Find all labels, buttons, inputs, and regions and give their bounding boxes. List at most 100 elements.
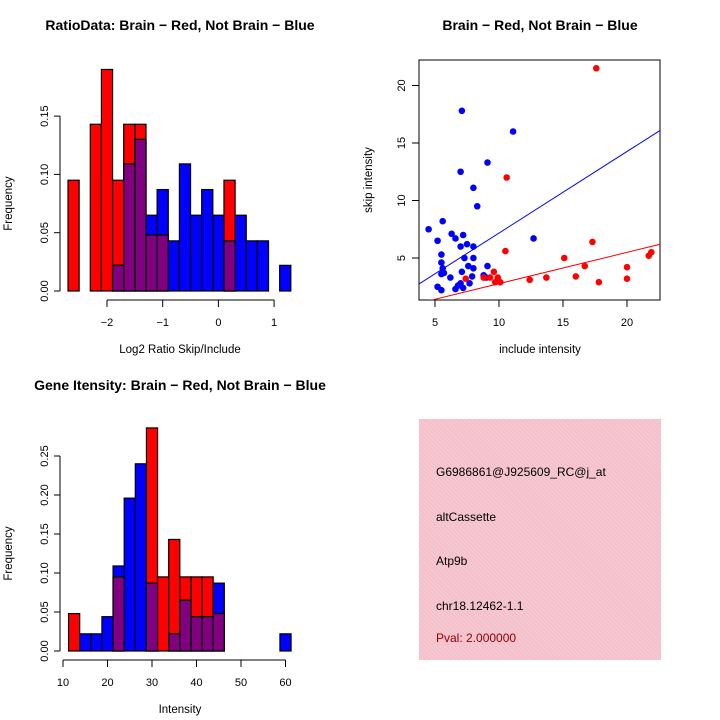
bar-not-brain <box>123 497 136 652</box>
bar-not-brain <box>90 633 103 652</box>
bar-brain <box>100 68 114 292</box>
point-not-brain <box>457 168 464 176</box>
y-tick-label: 0.00 <box>39 280 51 301</box>
x-tick-label: 0 <box>215 317 221 329</box>
point-not-brain <box>470 265 477 272</box>
plot-box <box>418 59 661 301</box>
bar-not-brain <box>189 214 203 292</box>
y-tick-label: 15 <box>396 137 408 149</box>
x-tick-label: −1 <box>156 317 169 329</box>
bar-overlap <box>134 138 147 292</box>
point-not-brain <box>458 107 466 115</box>
y-tick-label: 0.05 <box>39 222 51 243</box>
point-brain <box>462 275 470 283</box>
x-axis-label: include intensity <box>499 344 581 356</box>
point-brain <box>526 276 534 284</box>
point-not-brain <box>463 240 471 248</box>
bar-brain <box>156 576 170 652</box>
bar-not-brain <box>201 188 214 292</box>
point-brain <box>486 274 494 281</box>
point-brain <box>543 274 550 281</box>
point-not-brain <box>473 202 481 210</box>
point-brain <box>503 174 510 181</box>
y-tick-label: 20 <box>396 79 408 91</box>
bar-not-brain <box>234 214 247 292</box>
point-not-brain <box>440 269 448 277</box>
y-tick-label: 0.10 <box>39 164 51 185</box>
location: chr18.12462-1.1 <box>436 599 524 613</box>
point-not-brain <box>461 254 468 262</box>
y-axis-label: Frequency <box>3 176 15 231</box>
info-panel: G6986861@J925609_RC@j_at altCassette Atp… <box>419 419 661 660</box>
point-brain <box>502 247 509 255</box>
point-not-brain <box>434 237 441 245</box>
bar-overlap <box>212 612 225 652</box>
y-axis-label: skip intensity <box>363 147 375 213</box>
bar-brain <box>67 612 81 652</box>
y-axis-label: Frequency <box>3 526 15 581</box>
bar-overlap <box>145 234 158 292</box>
bar-overlap <box>190 616 203 652</box>
point-brain <box>490 268 498 276</box>
point-brain <box>645 252 653 259</box>
bar-overlap <box>156 234 169 292</box>
point-not-brain <box>464 262 472 270</box>
point-brain <box>592 64 600 72</box>
x-tick-label: 5 <box>432 317 438 329</box>
point-not-brain <box>425 225 432 233</box>
bar-overlap <box>179 599 192 652</box>
scatter-marks <box>419 64 660 300</box>
point-not-brain <box>447 274 454 281</box>
point-brain <box>560 254 568 262</box>
x-tick-label: 10 <box>493 317 505 329</box>
point-not-brain <box>470 184 477 192</box>
x-tick-label: 50 <box>235 677 247 689</box>
point-brain <box>496 278 504 286</box>
x-tick-label: 20 <box>101 677 113 689</box>
point-brain <box>491 278 499 286</box>
pval: Pval: 2.000000 <box>436 631 517 645</box>
point-brain <box>480 274 487 281</box>
point-brain <box>589 238 596 246</box>
fit-line-not-brain <box>419 129 660 285</box>
point-not-brain <box>438 251 445 258</box>
point-not-brain <box>448 230 455 238</box>
point-not-brain <box>470 254 477 262</box>
point-not-brain <box>484 262 491 270</box>
bar-overlap <box>123 163 136 292</box>
bar-overlap <box>223 240 236 292</box>
bar-not-brain <box>279 264 292 292</box>
point-not-brain <box>530 235 537 242</box>
point-brain <box>572 273 580 280</box>
bar-not-brain <box>167 240 181 292</box>
point-brain <box>581 262 589 270</box>
bar-not-brain <box>245 240 258 292</box>
x-axis-label: Intensity <box>159 704 202 716</box>
point-not-brain <box>438 259 445 266</box>
bar-not-brain <box>256 240 270 292</box>
y-tick-label: 0.05 <box>39 601 51 622</box>
bar-overlap <box>201 616 214 652</box>
y-tick-label: 0.15 <box>39 523 51 544</box>
bar-overlap <box>111 264 125 292</box>
y-tick-label: 10 <box>396 194 408 206</box>
x-tick-label: 15 <box>557 317 569 329</box>
x-tick-label: 60 <box>279 677 291 689</box>
gene-name: Atp9b <box>436 554 468 568</box>
point-not-brain <box>470 243 477 250</box>
event-type: altCassette <box>436 510 497 524</box>
bar-not-brain <box>101 616 114 652</box>
bar-not-brain <box>279 633 292 652</box>
bar-not-brain <box>212 214 225 292</box>
x-tick-label: 1 <box>271 317 277 329</box>
y-tick-label: 0.15 <box>39 105 51 126</box>
point-brain <box>595 278 603 286</box>
bar-overlap <box>112 576 125 652</box>
bar-not-brain <box>134 463 148 652</box>
x-axis-label: Log2 Ratio Skip/Include <box>119 344 240 356</box>
point-not-brain <box>484 159 491 166</box>
x-tick-label: 30 <box>146 677 158 689</box>
chart-title: Gene Itensity: Brain − Red, Not Brain − … <box>34 377 326 393</box>
y-tick-label: 0.10 <box>39 562 51 583</box>
